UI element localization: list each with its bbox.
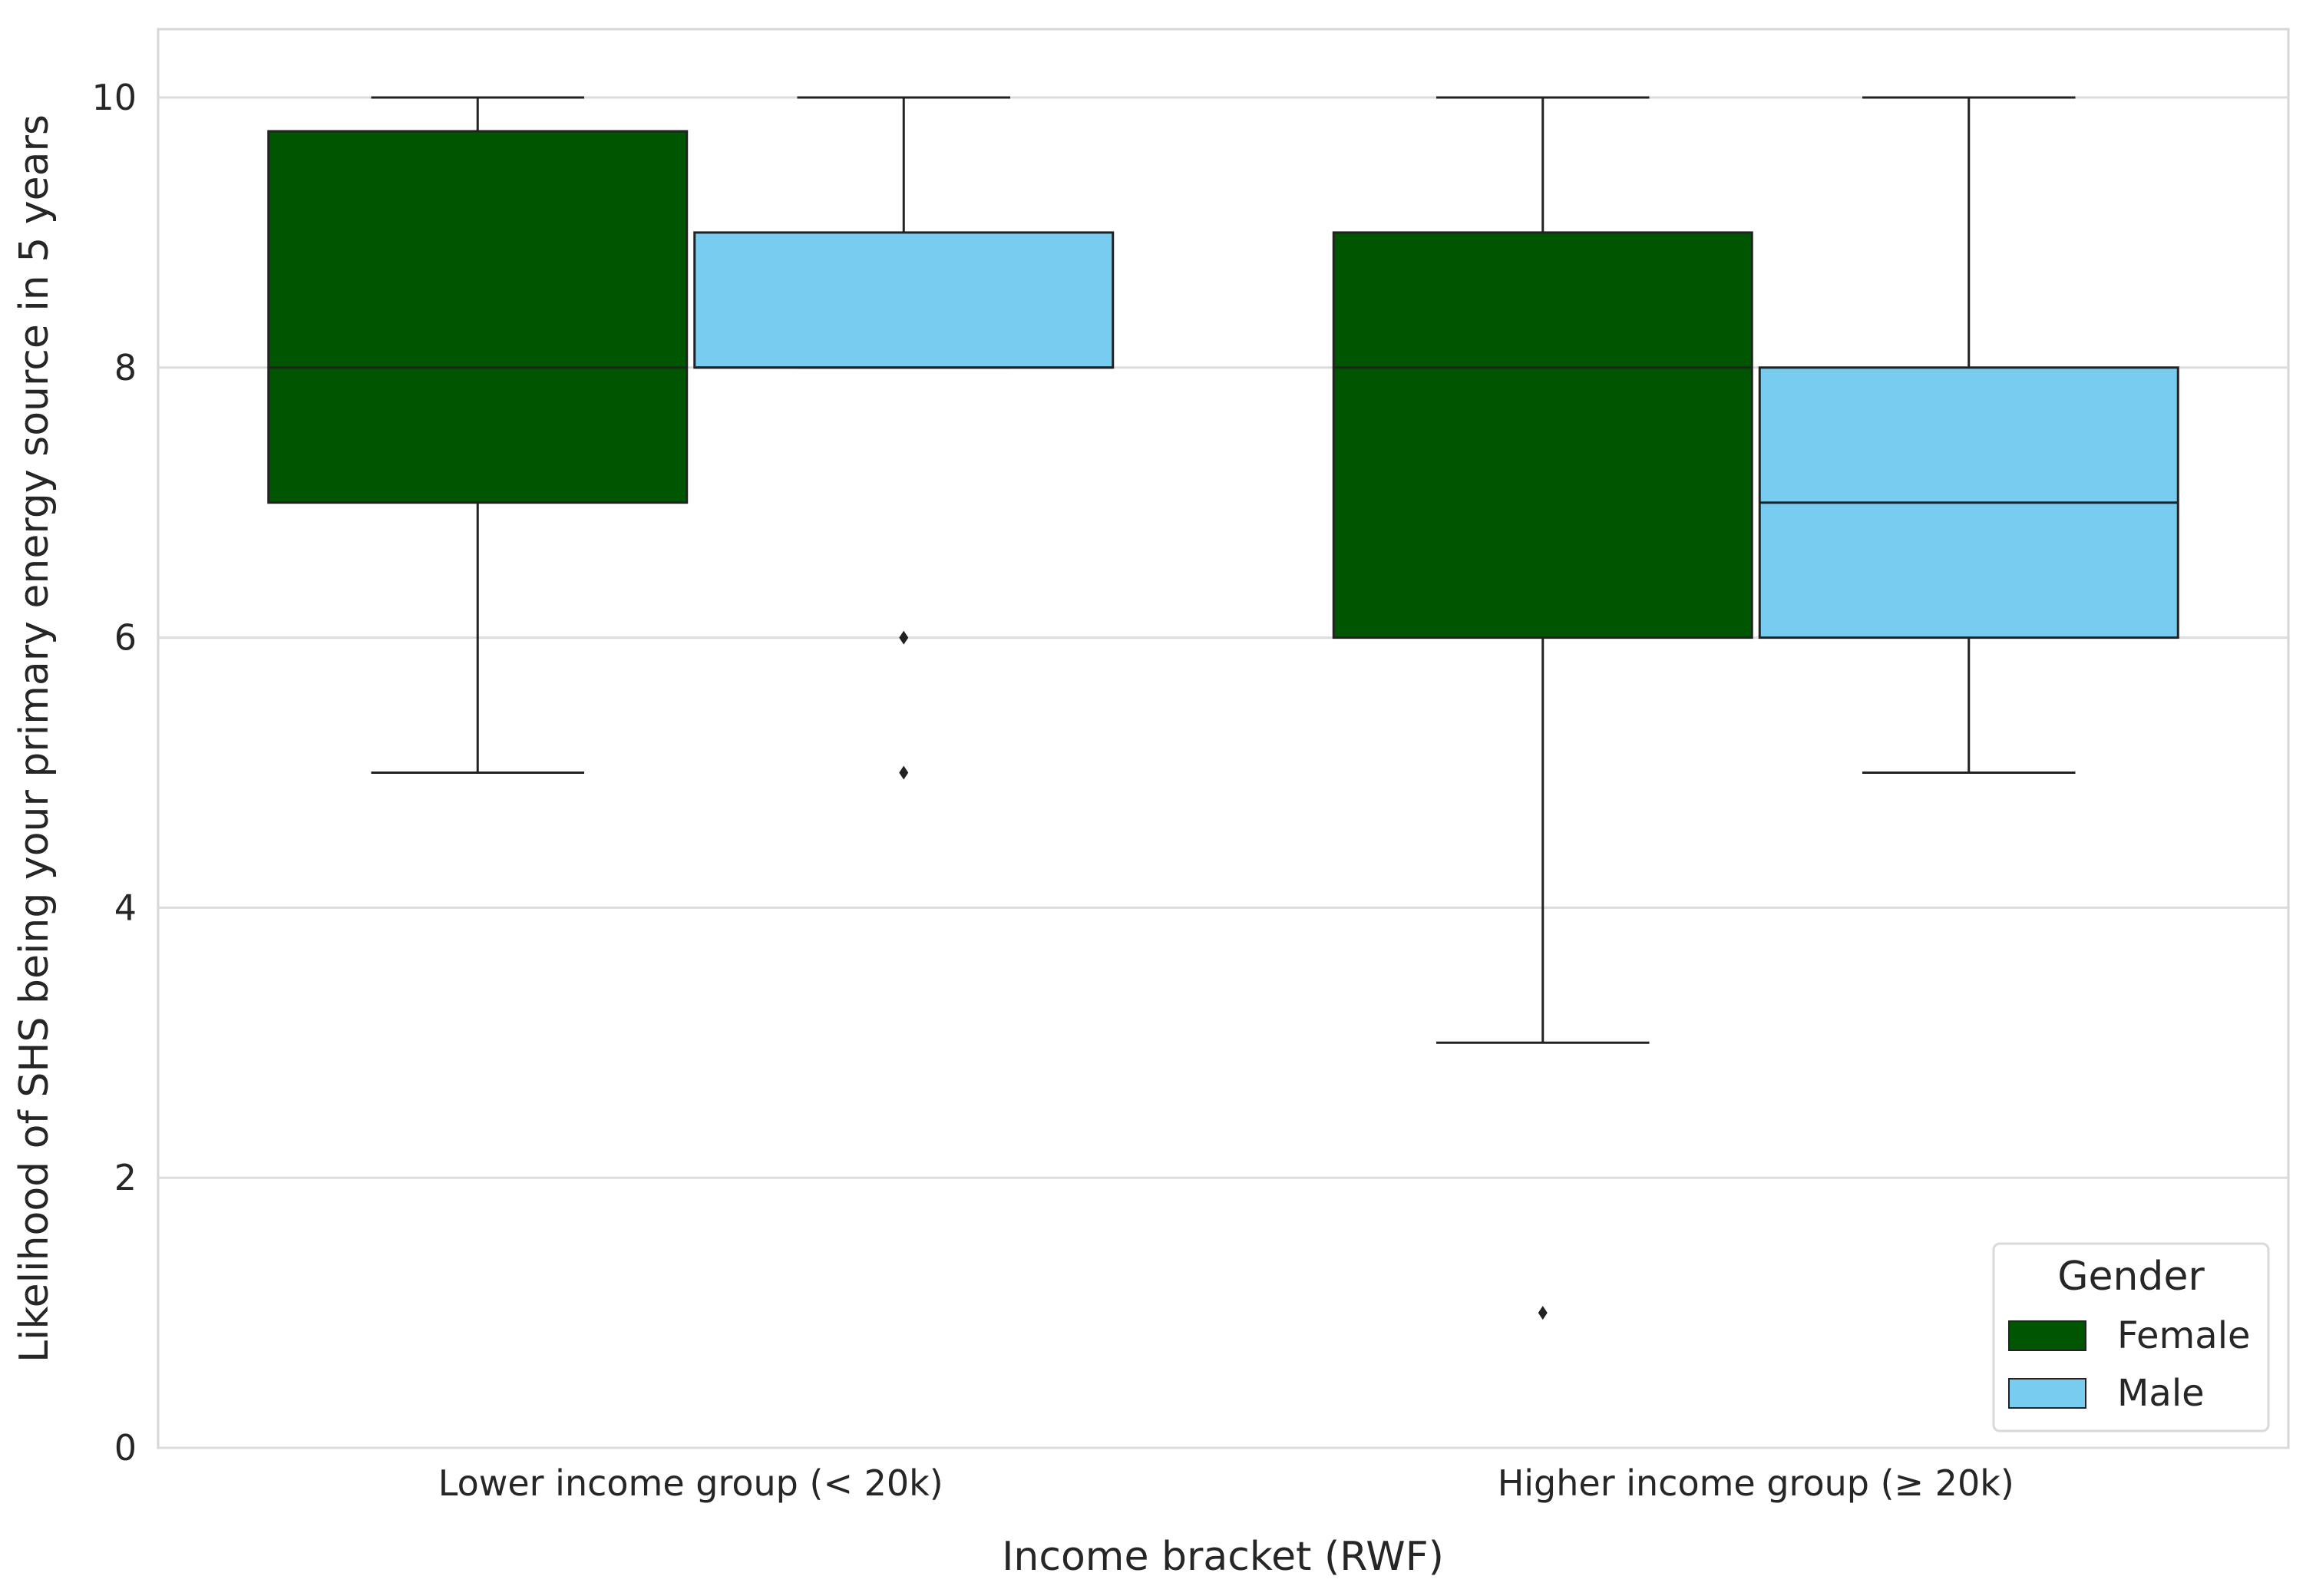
box-iqr <box>267 130 689 504</box>
box-female-1 <box>1332 96 1753 1320</box>
y-tick-label: 10 <box>91 77 137 118</box>
legend-label-male: Male <box>2117 1372 2205 1415</box>
y-axis-title: Likelihood of SHS being your primary ene… <box>12 114 58 1363</box>
y-tick-labels: 0 2 4 6 8 10 <box>91 77 137 1469</box>
y-tick-label: 4 <box>114 887 137 928</box>
legend: Gender Female Male <box>1992 1242 2270 1432</box>
outlier-point <box>899 630 909 645</box>
x-tick-label: Higher income group (≥ 20k) <box>1498 1462 2014 1504</box>
y-tick-label: 6 <box>114 617 137 659</box>
box-iqr <box>693 231 1115 369</box>
y-tick-label: 0 <box>114 1427 137 1469</box>
y-tick-label: 2 <box>114 1157 137 1198</box>
x-tick-labels: Lower income group (< 20k) Higher income … <box>438 1462 2014 1504</box>
x-axis-title: Income bracket (RWF) <box>1002 1534 1444 1580</box>
box-iqr <box>1332 231 1753 639</box>
outlier-point <box>1538 1306 1548 1320</box>
legend-swatch-male <box>2008 1378 2086 1409</box>
x-tick-label: Lower income group (< 20k) <box>438 1462 943 1504</box>
legend-title: Gender <box>2057 1254 2205 1300</box>
boxes <box>267 96 2179 1320</box>
box-female-0 <box>267 96 689 774</box>
outlier-point <box>899 765 909 780</box>
y-tick-label: 8 <box>114 347 137 388</box>
legend-swatch-female <box>2008 1320 2086 1351</box>
box-male-0 <box>693 96 1115 780</box>
legend-label-female: Female <box>2117 1314 2251 1357</box>
box-male-1 <box>1758 96 2179 774</box>
